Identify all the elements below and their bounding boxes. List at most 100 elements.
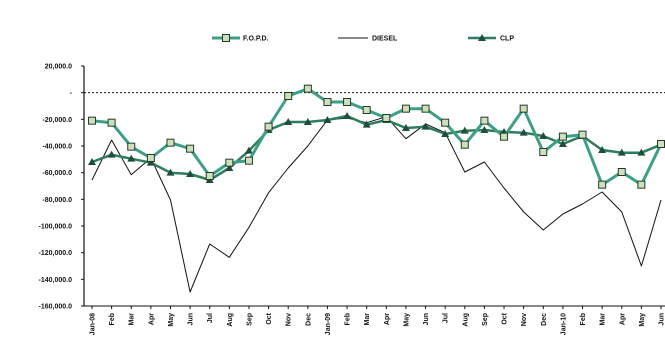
x-tick-label: May bbox=[639, 313, 646, 327]
x-tick-label: Apr bbox=[384, 313, 391, 325]
y-tick-label: -120,000.0 bbox=[39, 250, 73, 257]
fopd-point bbox=[127, 142, 136, 151]
y-tick-label: - bbox=[70, 90, 73, 97]
x-tick-label: Oct bbox=[502, 312, 509, 324]
fopd-point bbox=[264, 122, 273, 131]
fopd-point bbox=[323, 98, 332, 106]
x-tick-label: Aug bbox=[227, 313, 234, 327]
series-line-fopd bbox=[91, 87, 663, 187]
clp-point bbox=[244, 146, 253, 154]
fopd-point bbox=[107, 118, 116, 127]
clp-point bbox=[401, 124, 410, 131]
clp-point bbox=[421, 122, 430, 130]
clp-point bbox=[637, 148, 646, 156]
x-tick-label: Aug bbox=[462, 313, 469, 327]
axes: 20,000.0 - -20,000.0 -40,000.0 -60,000.0 -80,… bbox=[39, 64, 665, 335]
fopd-point bbox=[441, 118, 450, 127]
x-tick-label: Jan-08 bbox=[90, 313, 97, 335]
legend: F.O.P.D. DIESEL CLP bbox=[212, 34, 514, 43]
y-tick-label: -100,000.0 bbox=[39, 224, 73, 231]
clp-point bbox=[558, 140, 567, 147]
clp-point bbox=[146, 158, 155, 166]
x-tick-label: Jun bbox=[423, 313, 430, 325]
clp-point bbox=[186, 170, 195, 177]
x-tick-label: Jun bbox=[188, 313, 195, 325]
clp-point bbox=[460, 126, 469, 134]
y-tick-label: -160,000.0 bbox=[39, 304, 73, 311]
fopd-point bbox=[519, 104, 528, 113]
x-tick-label: Sep bbox=[246, 313, 253, 326]
legend-item-clp: CLP bbox=[468, 34, 514, 43]
x-tick-label: Nov bbox=[286, 313, 293, 326]
legend-clp-marker bbox=[478, 34, 486, 41]
fopd-point bbox=[244, 156, 253, 165]
fopd-point bbox=[500, 132, 509, 141]
x-tick-label: Jan-10 bbox=[560, 313, 567, 335]
clp-point bbox=[88, 158, 96, 165]
clp-point bbox=[225, 164, 234, 171]
x-tick-label: Jun bbox=[659, 313, 665, 325]
x-tick-label: Feb bbox=[580, 313, 587, 325]
x-tick-label: Oct bbox=[266, 312, 273, 324]
x-tick-label: Jul bbox=[207, 313, 214, 323]
x-tick-label: Dec bbox=[541, 313, 548, 326]
y-tick-label: -60,000.0 bbox=[42, 170, 72, 177]
x-tick-label: Sep bbox=[482, 313, 489, 326]
fopd-point bbox=[539, 148, 548, 156]
y-tick-label: 20,000.0 bbox=[45, 64, 72, 71]
y-tick-label: -20,000.0 bbox=[42, 117, 72, 124]
x-tick-label: Apr bbox=[148, 313, 155, 325]
fopd-point bbox=[460, 140, 469, 149]
fopd-point bbox=[558, 132, 567, 141]
clp-point bbox=[598, 146, 607, 153]
fopd-point bbox=[657, 140, 665, 148]
fopd-point bbox=[401, 104, 410, 113]
clp-point bbox=[303, 118, 312, 125]
legend-item-diesel: DIESEL bbox=[338, 36, 398, 43]
y-tick-label: -40,000.0 bbox=[42, 144, 72, 151]
series-line-clp bbox=[91, 114, 662, 182]
fopd-point bbox=[166, 138, 175, 147]
x-tick-label: Mar bbox=[600, 313, 607, 326]
fopd-point bbox=[578, 130, 587, 139]
clp-point bbox=[323, 116, 332, 123]
fopd-point bbox=[598, 180, 607, 189]
legend-fopd-marker bbox=[222, 34, 230, 42]
fopd-point bbox=[362, 106, 371, 114]
clp-point bbox=[343, 112, 352, 119]
x-tick-label: Jan-09 bbox=[325, 313, 332, 335]
clp-point bbox=[107, 150, 116, 158]
fopd-point bbox=[186, 144, 195, 153]
fopd-point bbox=[382, 114, 391, 122]
x-tick-label: Dec bbox=[305, 313, 312, 326]
series-layer bbox=[88, 84, 665, 293]
x-tick-label: Feb bbox=[109, 313, 116, 325]
clp-point bbox=[362, 120, 371, 128]
fopd-point bbox=[421, 104, 430, 113]
fopd-point bbox=[225, 158, 234, 167]
clp-point bbox=[480, 126, 489, 133]
x-tick-label: Mar bbox=[129, 313, 136, 326]
clp-point bbox=[617, 148, 626, 156]
fopd-point bbox=[617, 168, 626, 176]
fopd-point bbox=[637, 180, 646, 189]
x-tick-label: May bbox=[403, 313, 410, 327]
fopd-point bbox=[146, 154, 155, 162]
clp-point bbox=[284, 118, 293, 125]
y-tick-label: -140,000.0 bbox=[39, 277, 73, 284]
clp-point bbox=[166, 168, 175, 176]
x-tick-label: Mar bbox=[364, 313, 371, 326]
x-tick-label: Apr bbox=[619, 313, 626, 325]
fopd-point bbox=[303, 84, 312, 93]
fopd-point bbox=[284, 92, 293, 100]
x-tick-label: Jul bbox=[443, 313, 450, 323]
series-line-diesel bbox=[91, 116, 662, 293]
fopd-point bbox=[480, 116, 489, 125]
x-tick-label: May bbox=[168, 313, 175, 327]
fopd-point bbox=[88, 116, 96, 125]
x-tick-label: Feb bbox=[345, 313, 352, 325]
fopd-point bbox=[343, 98, 352, 106]
clp-point bbox=[441, 130, 450, 137]
clp-point bbox=[519, 128, 528, 136]
legend-fopd-label: F.O.P.D. bbox=[243, 36, 269, 43]
